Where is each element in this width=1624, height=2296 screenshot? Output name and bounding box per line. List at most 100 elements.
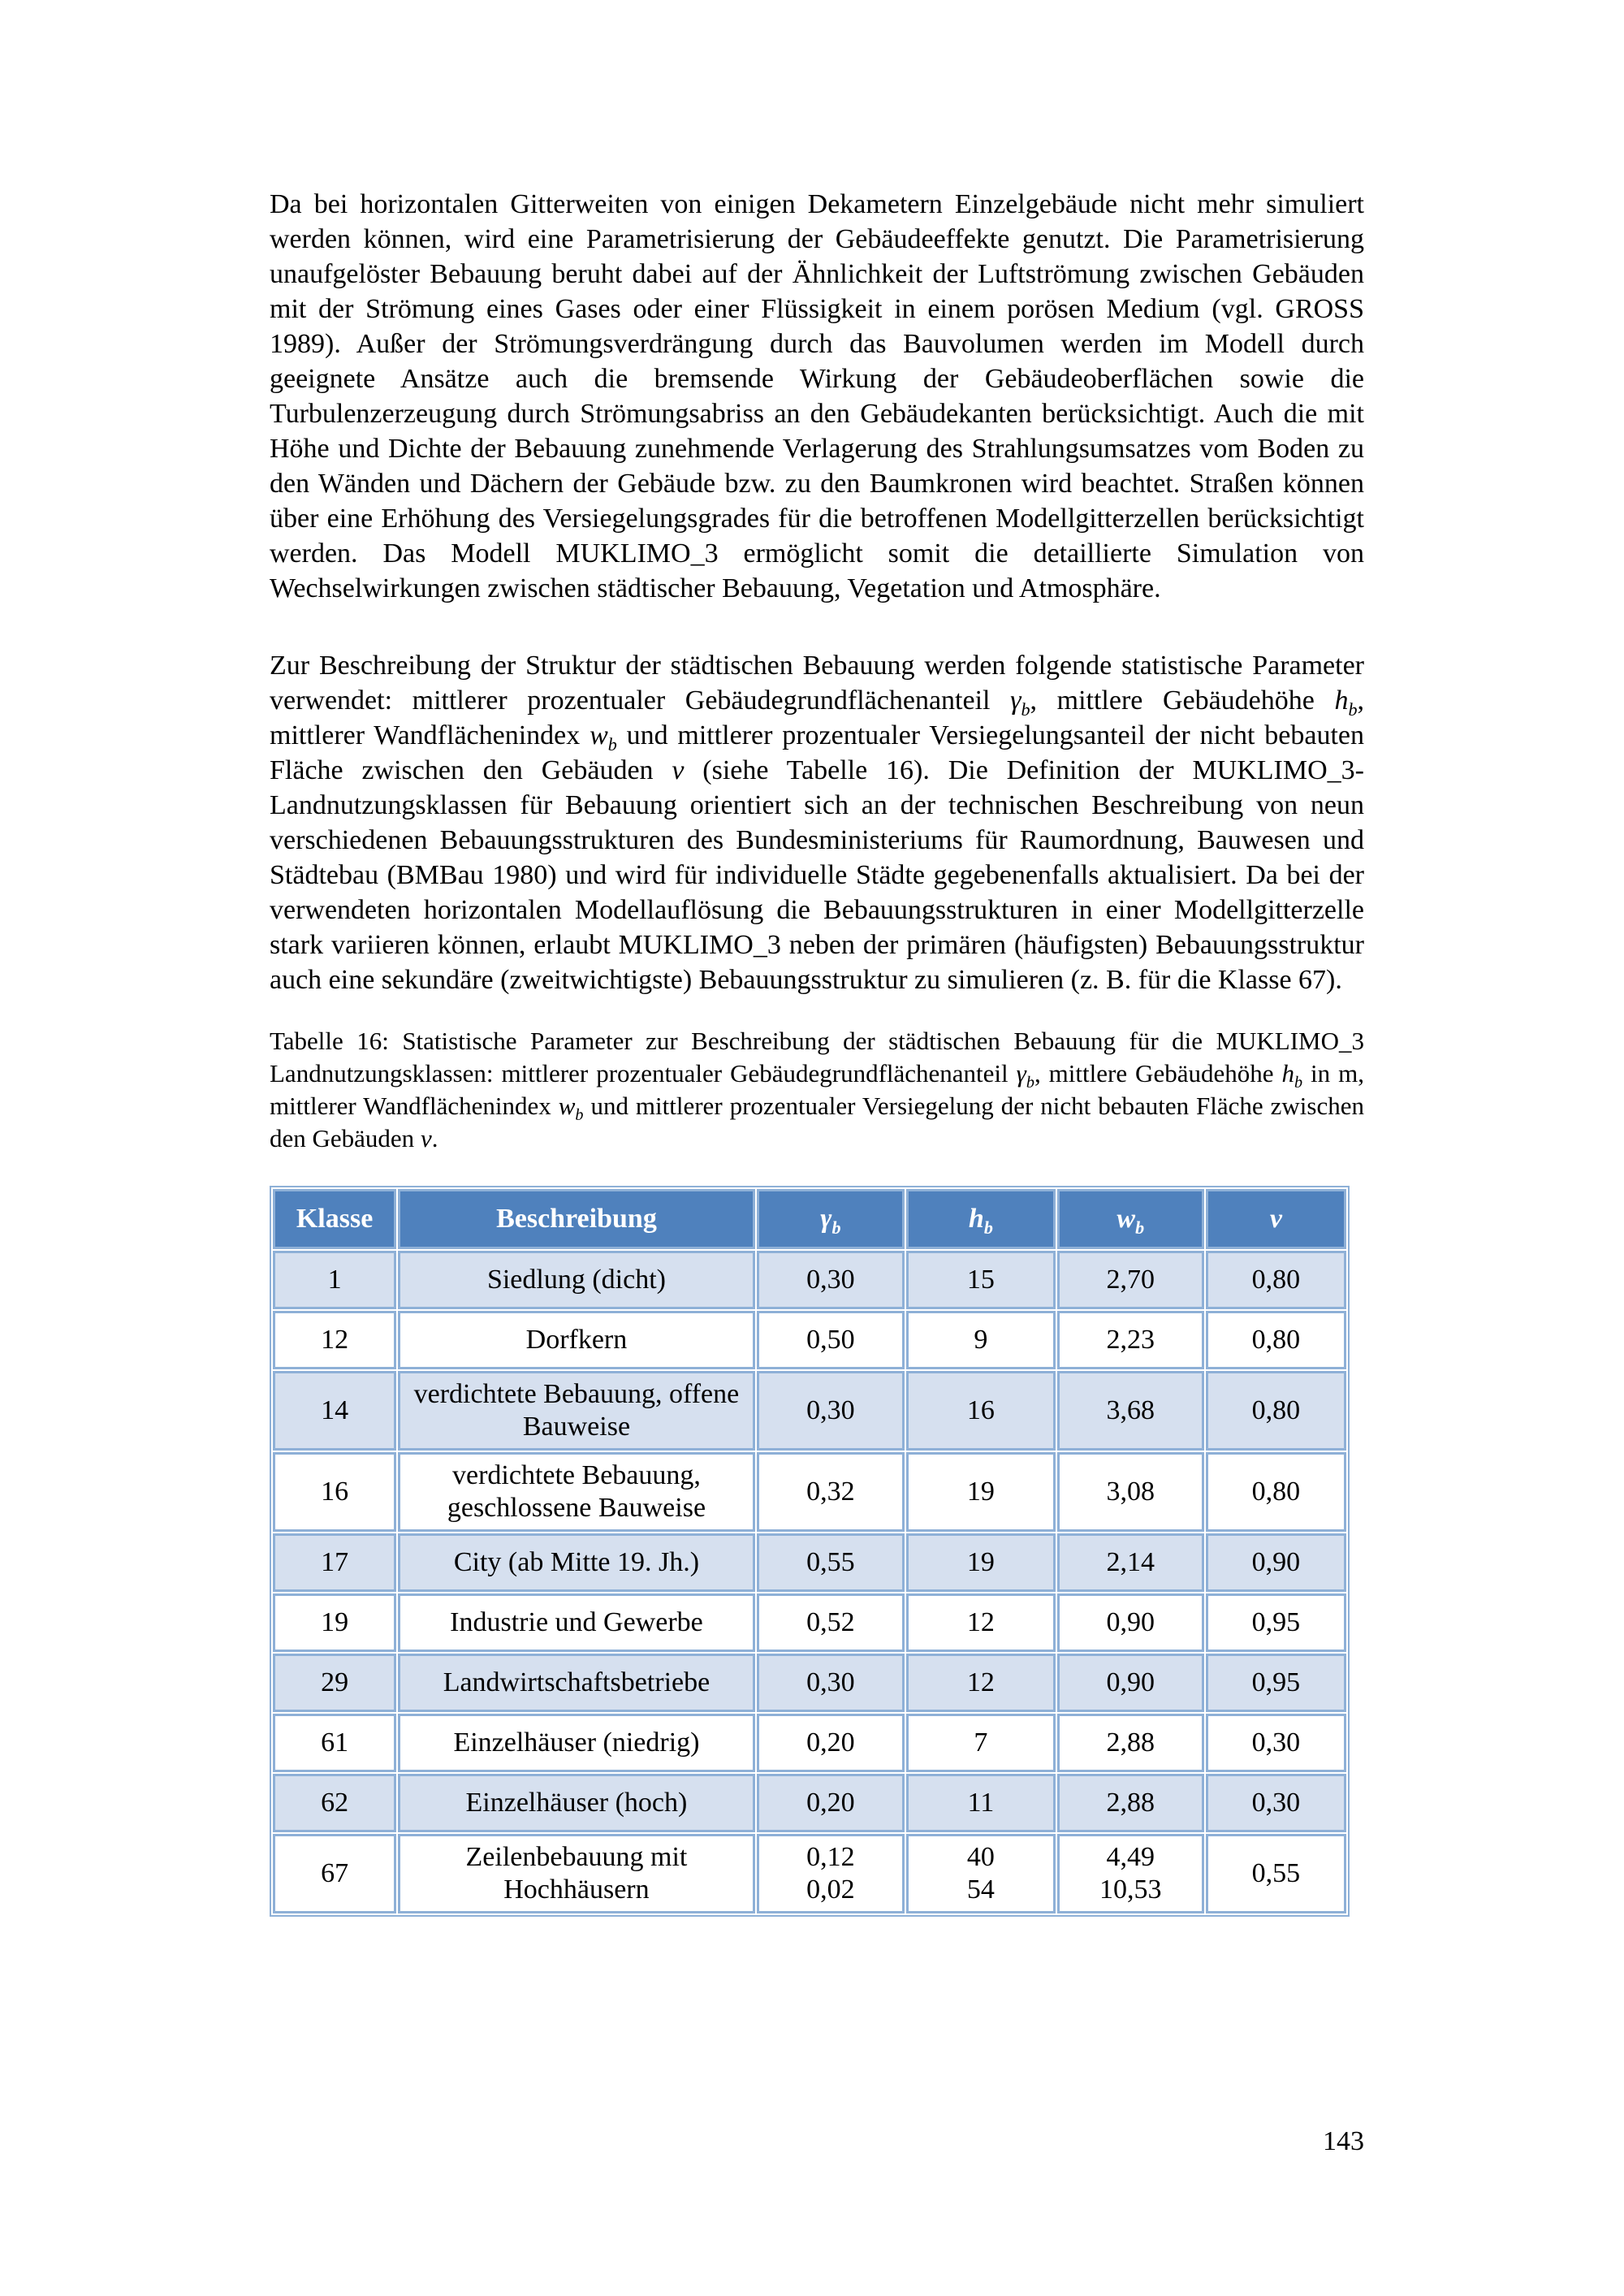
cell-h-b: 12 [906, 1654, 1056, 1712]
table-row: 19 Industrie und Gewerbe 0,52 12 0,90 0,95 [273, 1593, 1346, 1652]
cell-v: 0,80 [1205, 1371, 1346, 1451]
cell-gamma-b: 0,55 [756, 1533, 905, 1592]
text-run: , mittlerer Wandflächenindex [270, 685, 1364, 750]
cell-h-b: 19 [906, 1533, 1056, 1592]
text-run: und mittlerer prozentualer Versiegelung … [270, 1092, 1364, 1152]
math-subscript: b [831, 1217, 841, 1238]
math-subscript: b [1348, 698, 1358, 720]
cell-w-b: 2,23 [1056, 1311, 1204, 1369]
math-variable: h [1334, 685, 1349, 716]
cell-klasse: 29 [273, 1654, 397, 1712]
cell-v: 0,95 [1205, 1593, 1346, 1652]
cell-v: 0,80 [1205, 1251, 1346, 1309]
cell-klasse: 1 [273, 1251, 397, 1309]
math-variable: w [1116, 1204, 1136, 1234]
column-header-v: v [1205, 1189, 1346, 1249]
cell-beschreibung: Siedlung (dicht) [398, 1251, 755, 1309]
math-variable: v [672, 755, 685, 785]
cell-h-b: 9 [906, 1311, 1056, 1369]
cell-gamma-b: 0,52 [756, 1593, 905, 1652]
math-subscript: b [1294, 1074, 1303, 1092]
column-header-beschreibung: Beschreibung [398, 1189, 755, 1249]
cell-w-b: 2,70 [1056, 1251, 1204, 1309]
cell-h-b: 7 [906, 1714, 1056, 1772]
paragraph-statistical-parameters: Zur Beschreibung der Struktur der städti… [270, 648, 1364, 997]
column-header-klasse: Klasse [273, 1189, 397, 1249]
cell-klasse: 16 [273, 1452, 397, 1532]
cell-h-b: 40 54 [906, 1834, 1056, 1913]
cell-w-b: 0,90 [1056, 1654, 1204, 1712]
math-variable: h [968, 1204, 984, 1234]
cell-gamma-b: 0,50 [756, 1311, 905, 1369]
cell-gamma-b: 0,30 [756, 1371, 905, 1451]
math-subscript: b [983, 1217, 993, 1238]
table-row: 17 City (ab Mitte 19. Jh.) 0,55 19 2,14 0,90 [273, 1533, 1346, 1592]
column-header-h-b: hb [906, 1189, 1056, 1249]
cell-v: 0,90 [1205, 1533, 1346, 1592]
column-header-gamma-b: γb [756, 1189, 905, 1249]
cell-w-b: 2,14 [1056, 1533, 1204, 1592]
cell-v: 0,55 [1205, 1834, 1346, 1913]
cell-klasse: 67 [273, 1834, 397, 1913]
cell-v: 0,30 [1205, 1774, 1346, 1832]
math-variable: γ [1016, 1059, 1026, 1087]
table-row: 14 verdichtete Bebauung, offene Bauweise 0… [273, 1371, 1346, 1451]
cell-v: 0,80 [1205, 1311, 1346, 1369]
table-caption: Tabelle 16: Statistische Parameter zur B… [270, 1025, 1364, 1155]
text-run: Zur Beschreibung der Struktur der städti… [270, 651, 1364, 716]
math-subscript: b [1026, 1074, 1034, 1092]
table-row: 67 Zeilenbebauung mit Hochhäusern 0,12 0,02… [273, 1834, 1346, 1913]
cell-gamma-b: 0,20 [756, 1714, 905, 1772]
table-row: 61 Einzelhäuser (niedrig) 0,20 7 2,88 0,30 [273, 1714, 1346, 1772]
math-variable: γ [1010, 685, 1021, 716]
cell-w-b: 4,49 10,53 [1056, 1834, 1204, 1913]
math-subscript: b [1021, 698, 1030, 720]
text-run: in m, mittlerer Wandflächenindex [270, 1059, 1364, 1120]
cell-v: 0,95 [1205, 1654, 1346, 1712]
math-variable: h [1281, 1059, 1294, 1087]
table-row: 12 Dorfkern 0,50 9 2,23 0,80 [273, 1311, 1346, 1369]
cell-klasse: 14 [273, 1371, 397, 1451]
column-header-w-b: wb [1056, 1189, 1204, 1249]
cell-v: 0,80 [1205, 1452, 1346, 1532]
math-subscript: b [575, 1106, 584, 1125]
text-run: . [431, 1124, 438, 1152]
text-run: , mittlere Gebäudehöhe [1030, 685, 1335, 716]
cell-klasse: 62 [273, 1774, 397, 1832]
table-row: 62 Einzelhäuser (hoch) 0,20 11 2,88 0,30 [273, 1774, 1346, 1832]
paragraph-building-parameterization: Da bei horizontalen Gitterweiten von ein… [270, 187, 1364, 606]
math-subscript: b [1135, 1217, 1145, 1238]
table-header-row: Klasse Beschreibung γb hb wb v [273, 1189, 1346, 1249]
math-variable: γ [820, 1204, 832, 1234]
text-run: (siehe Tabelle 16). Die Definition der M… [270, 755, 1364, 995]
math-variable: v [1269, 1204, 1282, 1234]
math-variable: v [420, 1124, 432, 1152]
cell-h-b: 15 [906, 1251, 1056, 1309]
cell-beschreibung: Landwirtschaftsbetriebe [398, 1654, 755, 1712]
cell-klasse: 17 [273, 1533, 397, 1592]
document-page: Da bei horizontalen Gitterweiten von ein… [270, 187, 1364, 1917]
table-row: 16 verdichtete Bebauung, geschlossene Bau… [273, 1452, 1346, 1532]
cell-beschreibung: Einzelhäuser (hoch) [398, 1774, 755, 1832]
cell-beschreibung: Zeilenbebauung mit Hochhäusern [398, 1834, 755, 1913]
cell-beschreibung: Industrie und Gewerbe [398, 1593, 755, 1652]
table-row: 29 Landwirtschaftsbetriebe 0,30 12 0,90 0,95 [273, 1654, 1346, 1712]
cell-beschreibung: Dorfkern [398, 1311, 755, 1369]
cell-w-b: 2,88 [1056, 1714, 1204, 1772]
cell-gamma-b: 0,32 [756, 1452, 905, 1532]
cell-w-b: 3,68 [1056, 1371, 1204, 1451]
text-run: Klasse [296, 1204, 374, 1234]
cell-beschreibung: Einzelhäuser (niedrig) [398, 1714, 755, 1772]
table-row: 1 Siedlung (dicht) 0,30 15 2,70 0,80 [273, 1251, 1346, 1309]
landuse-parameters-table: Klasse Beschreibung γb hb wb v 1 Siedlung (dic… [270, 1186, 1350, 1917]
text-run: Da bei horizontalen Gitterweiten von ein… [270, 189, 1364, 603]
text-run: Beschreibung [496, 1204, 657, 1234]
text-run: , mittlere Gebäudehöhe [1034, 1059, 1282, 1087]
math-variable: w [590, 720, 608, 750]
page-number: 143 [1323, 2126, 1364, 2156]
cell-h-b: 19 [906, 1452, 1056, 1532]
cell-h-b: 16 [906, 1371, 1056, 1451]
cell-gamma-b: 0,20 [756, 1774, 905, 1832]
cell-h-b: 11 [906, 1774, 1056, 1832]
cell-h-b: 12 [906, 1593, 1056, 1652]
